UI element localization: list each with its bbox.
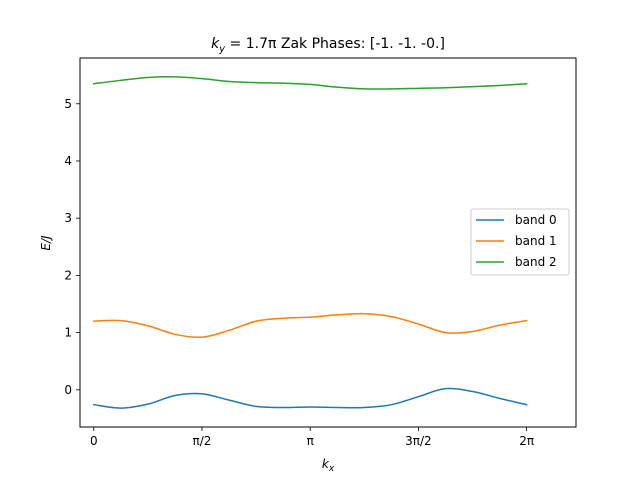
legend-label-band-0: band 0	[515, 213, 557, 227]
y-axis-label: E/J	[39, 235, 53, 251]
x-tick-label: π/2	[193, 434, 212, 448]
legend: band 0 band 1 band 2	[470, 208, 570, 276]
y-tick-label: 1	[64, 326, 72, 340]
y-tick-label: 0	[64, 383, 72, 397]
chart-title: ky = 1.7π Zak Phases: [-1. -1. -0.]	[211, 36, 445, 55]
y-tick-label: 5	[64, 97, 72, 111]
x-axis-label: kx	[322, 457, 335, 474]
x-tick-label: π	[307, 434, 314, 448]
legend-label-band-1: band 1	[515, 234, 557, 248]
y-tick-label: 4	[64, 154, 72, 168]
legend-box	[470, 208, 570, 276]
y-tick-label: 3	[64, 211, 72, 225]
plot-area	[92, 76, 528, 409]
x-tick-label: 3π/2	[405, 434, 432, 448]
x-axis: 0 π/2 π 3π/2 2π	[90, 427, 534, 448]
axes-frame	[79, 57, 577, 428]
legend-label-band-2: band 2	[515, 255, 557, 269]
series-line-band-1	[93, 312, 528, 339]
x-tick-label: 0	[90, 434, 98, 448]
series-line-band-0	[92, 387, 528, 409]
series-line-band-2	[92, 76, 528, 90]
x-tick-label: 2π	[519, 434, 534, 448]
y-tick-label: 2	[64, 268, 72, 282]
y-axis: 0 1 2 3 4 5	[64, 97, 80, 397]
